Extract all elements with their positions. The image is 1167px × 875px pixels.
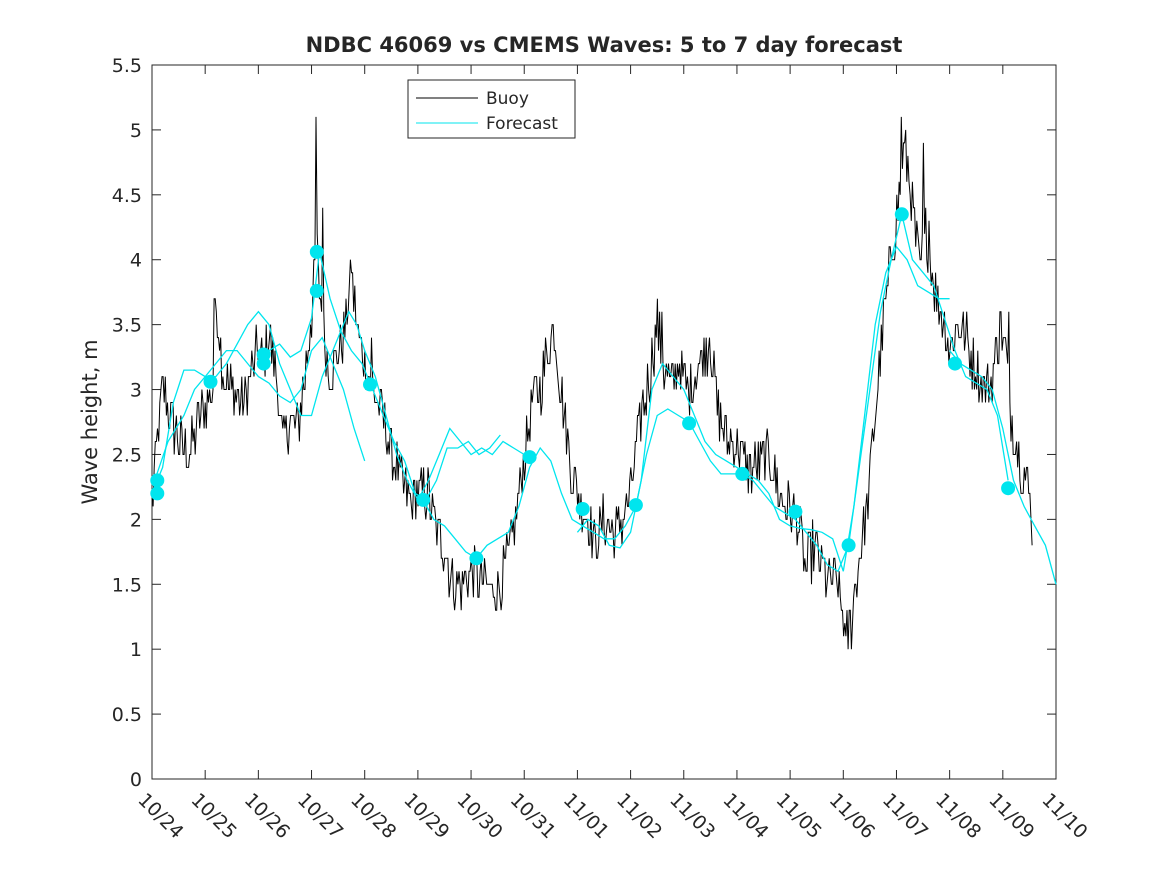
forecast-marker <box>788 504 803 519</box>
forecast-marker <box>1001 481 1016 496</box>
forecast-line-4 <box>422 214 1009 573</box>
forecast-marker <box>628 498 643 513</box>
legend: Buoy Forecast <box>407 79 576 139</box>
forecast-line-6 <box>949 350 1057 585</box>
y-axis-label: Wave height, m <box>78 339 102 504</box>
forecast-markers <box>150 207 1016 566</box>
forecast-marker <box>575 502 590 516</box>
y-tick-label: 0 <box>130 769 142 791</box>
forecast-line-2 <box>154 310 536 502</box>
y-tick-label: 0.5 <box>112 704 142 726</box>
y-tick-label: 3 <box>130 380 142 402</box>
plot-area <box>151 64 1057 780</box>
forecast-marker <box>735 466 750 481</box>
buoy-series <box>151 116 1033 650</box>
y-tick-label: 4.5 <box>112 185 142 207</box>
y-tick-label: 5 <box>130 120 142 142</box>
forecast-marker <box>150 473 165 488</box>
buoy-line <box>151 116 1033 650</box>
forecast-marker <box>309 244 324 259</box>
y-tick-label: 5.5 <box>112 55 142 77</box>
forecast-marker <box>841 538 856 553</box>
legend-forecast-label: Forecast <box>486 114 558 134</box>
y-tick-label: 2.5 <box>112 444 142 466</box>
forecast-marker <box>363 377 377 392</box>
legend-box <box>407 79 576 139</box>
forecast-marker <box>150 486 165 501</box>
forecast-marker <box>682 416 697 431</box>
legend-buoy-label: Buoy <box>486 89 529 109</box>
forecast-marker <box>416 492 431 507</box>
y-tick-label: 2 <box>130 509 142 531</box>
forecast-line-1 <box>151 336 366 494</box>
chart-title: NDBC 46069 vs CMEMS Waves: 5 to 7 day fo… <box>306 33 903 57</box>
forecast-series <box>151 214 1057 585</box>
forecast-line-5 <box>576 245 950 572</box>
forecast-marker <box>948 356 962 371</box>
forecast-line-3 <box>257 251 501 501</box>
y-tick-label: 3.5 <box>112 315 142 337</box>
y-tick-label: 1.5 <box>112 574 142 596</box>
y-tick-label: 4 <box>130 250 142 272</box>
forecast-marker <box>522 450 537 465</box>
y-tick-label: 1 <box>130 639 142 661</box>
y-axis: 0 0.5 1 1.5 2 2.5 3 3.5 4 4.5 5 5.5 <box>112 55 1056 791</box>
forecast-marker <box>203 374 218 389</box>
forecast-marker <box>309 283 324 298</box>
forecast-marker <box>256 356 271 371</box>
forecast-marker <box>469 551 484 566</box>
forecast-marker <box>894 207 909 222</box>
